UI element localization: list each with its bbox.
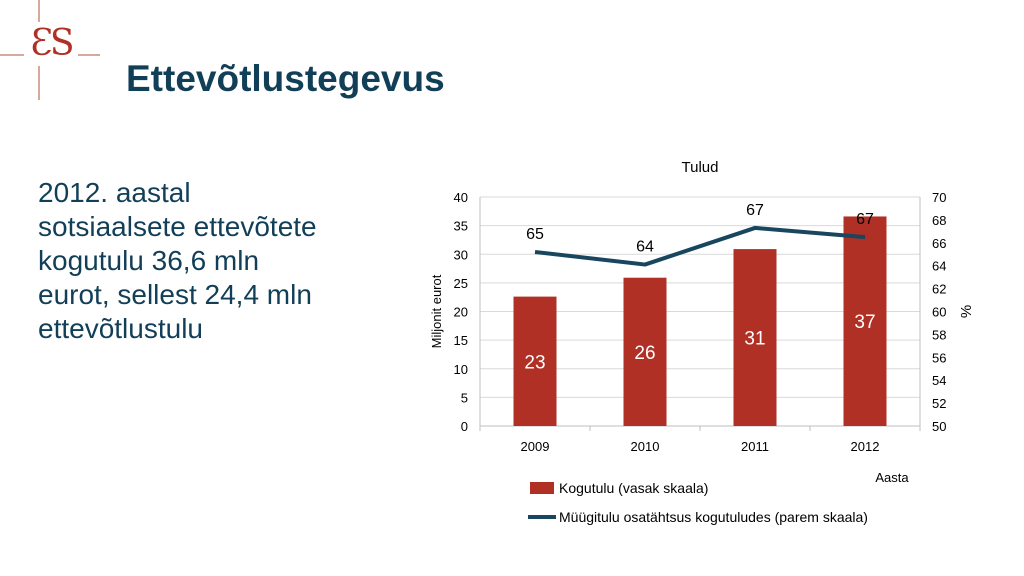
- x-axis-label: Aasta: [875, 470, 909, 485]
- body-line: 2012. aastal: [38, 177, 191, 208]
- y-tick-label: 5: [461, 390, 468, 405]
- x-tick-label: 2010: [631, 439, 660, 454]
- line-value-label: 67: [856, 211, 874, 228]
- y-axis-label: Miljonit eurot: [429, 274, 444, 348]
- bar-value-label: 26: [634, 343, 655, 364]
- body-line: eurot, sellest 24,4 mln: [38, 279, 312, 310]
- bar: [513, 296, 557, 426]
- y2-tick-label: 62: [932, 282, 946, 297]
- revenue-chart: Tulud 0 5 10 15 20 25 30 35 40 50 52 54 56 58 60 62 64 66 6…: [429, 159, 975, 525]
- y2-tick-label: 52: [932, 396, 946, 411]
- body-line: sotsiaalsete ettevõtete: [38, 211, 317, 242]
- y2-tick-label: 50: [932, 419, 946, 434]
- es-logo: ƐS: [24, 22, 78, 66]
- body-line: ettevõtlustulu: [38, 313, 203, 344]
- bar-value-label: 37: [854, 312, 875, 333]
- y2-tick-label: 66: [932, 236, 946, 251]
- y2-tick-label: 68: [932, 213, 946, 228]
- y-tick-label: 30: [454, 247, 468, 262]
- y2-axis-label: %: [958, 305, 975, 318]
- series-line: [534, 225, 866, 267]
- y-tick-label: 15: [454, 333, 468, 348]
- x-tick-label: 2009: [521, 439, 550, 454]
- legend-label: Kogutulu (vasak skaala): [559, 480, 708, 496]
- legend-label: Müügitulu osatähtsus kogutuludes (parem …: [559, 509, 868, 525]
- line-value-label: 65: [526, 226, 544, 243]
- y-tick-label: 40: [454, 190, 468, 205]
- line-value-label: 67: [746, 202, 764, 219]
- y2-tick-label: 54: [932, 373, 946, 388]
- y2-tick-label: 70: [932, 190, 946, 205]
- y-tick-label: 10: [454, 362, 468, 377]
- y-tick-label: 25: [454, 276, 468, 291]
- y-tick-label: 0: [461, 419, 468, 434]
- y2-tick-label: 60: [932, 305, 946, 320]
- y2-tick-label: 58: [932, 327, 946, 342]
- y2-tick-label: 56: [932, 350, 946, 365]
- line-value-label: 64: [636, 239, 654, 256]
- bar-value-label: 23: [524, 352, 545, 373]
- bar-value-label: 31: [744, 329, 765, 350]
- y-tick-label: 35: [454, 219, 468, 234]
- legend-swatch-bar: [530, 482, 554, 494]
- chart-title: Tulud: [682, 159, 719, 176]
- y-tick-label: 20: [454, 305, 468, 320]
- bar: [843, 216, 887, 426]
- x-tick-label: 2011: [741, 439, 769, 454]
- body-line: kogutulu 36,6 mln: [38, 245, 260, 276]
- page-title: Ettevõtlustegevus: [126, 58, 445, 99]
- x-tick-label: 2012: [851, 439, 880, 454]
- y2-tick-label: 64: [932, 259, 946, 274]
- body-text: 2012. aastal sotsiaalsete ettevõtete kog…: [38, 176, 388, 346]
- bar: [623, 277, 667, 426]
- bar: [733, 249, 777, 426]
